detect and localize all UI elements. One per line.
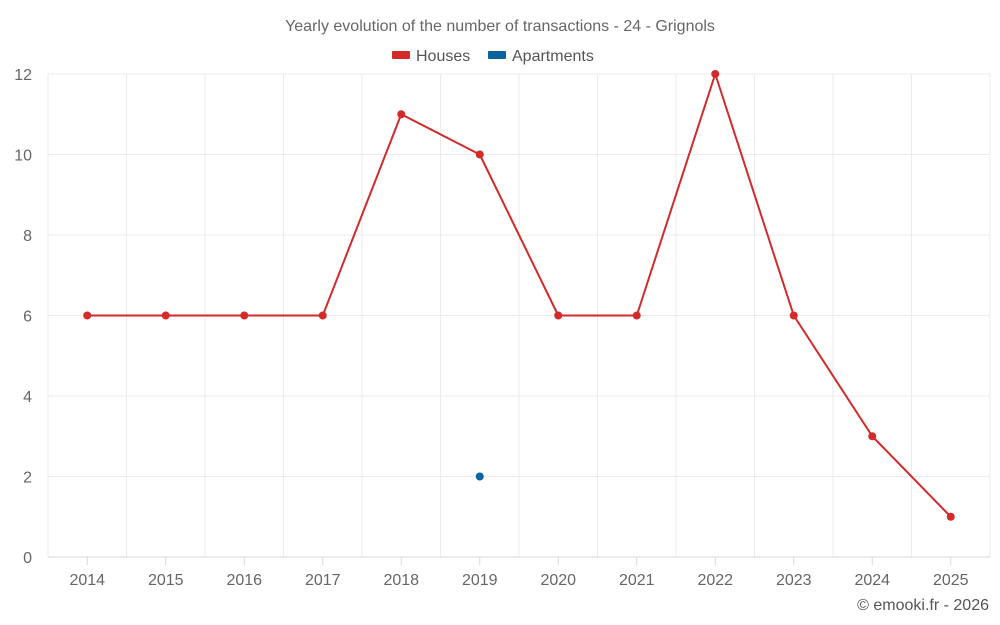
- x-tick-label: 2023: [776, 572, 812, 589]
- y-tick-label: 0: [23, 550, 32, 567]
- series-line-houses: [87, 73, 952, 518]
- y-tick-label: 8: [23, 228, 32, 245]
- data-point[interactable]: [946, 512, 955, 521]
- y-tick-label: 2: [23, 470, 32, 487]
- data-point[interactable]: [240, 311, 249, 320]
- x-tick-label: 2019: [462, 572, 498, 589]
- data-point[interactable]: [161, 311, 170, 320]
- x-axis-ticks: 2014 2015 2016 2017 2018 2019 2020 2021 2022 2023…: [69, 557, 969, 589]
- data-point[interactable]: [711, 70, 720, 78]
- data-point[interactable]: [789, 311, 798, 320]
- legend-swatch: [488, 51, 506, 59]
- legend-item-houses[interactable]: Houses: [392, 48, 470, 65]
- x-tick-label: 2017: [305, 572, 341, 589]
- y-tick-label: 12: [14, 67, 32, 84]
- legend[interactable]: Houses Apartments: [392, 48, 594, 65]
- legend-swatch: [392, 51, 410, 59]
- legend-label: Houses: [416, 48, 470, 65]
- series-layer: [83, 70, 955, 521]
- x-tick-label: 2015: [148, 572, 184, 589]
- x-tick-label: 2025: [933, 572, 969, 589]
- x-tick-label: 2024: [854, 572, 890, 589]
- data-point[interactable]: [397, 110, 406, 119]
- x-tick-label: 2021: [619, 572, 655, 589]
- x-tick-label: 2016: [226, 572, 262, 589]
- data-point[interactable]: [475, 150, 484, 159]
- data-point[interactable]: [83, 311, 92, 320]
- credit-text: © emooki.fr - 2026: [857, 597, 989, 614]
- chart-title: Yearly evolution of the number of transa…: [285, 18, 715, 35]
- y-tick-label: 10: [14, 148, 32, 165]
- data-point[interactable]: [632, 311, 641, 320]
- data-point[interactable]: [554, 311, 563, 320]
- y-axis-ticks: 0 2 4 6 8 10 12: [14, 67, 32, 567]
- data-point[interactable]: [318, 311, 327, 320]
- data-point[interactable]: [475, 472, 484, 481]
- data-point[interactable]: [868, 432, 877, 441]
- y-tick-label: 6: [23, 309, 32, 326]
- legend-label: Apartments: [512, 48, 594, 65]
- x-tick-label: 2022: [697, 572, 733, 589]
- series-apartments: [475, 472, 484, 481]
- x-tick-label: 2018: [383, 572, 419, 589]
- x-tick-label: 2020: [540, 572, 576, 589]
- legend-item-apartments[interactable]: Apartments: [488, 48, 594, 65]
- x-tick-label: 2014: [69, 572, 105, 589]
- series-houses: [83, 70, 955, 521]
- y-tick-label: 4: [23, 389, 32, 406]
